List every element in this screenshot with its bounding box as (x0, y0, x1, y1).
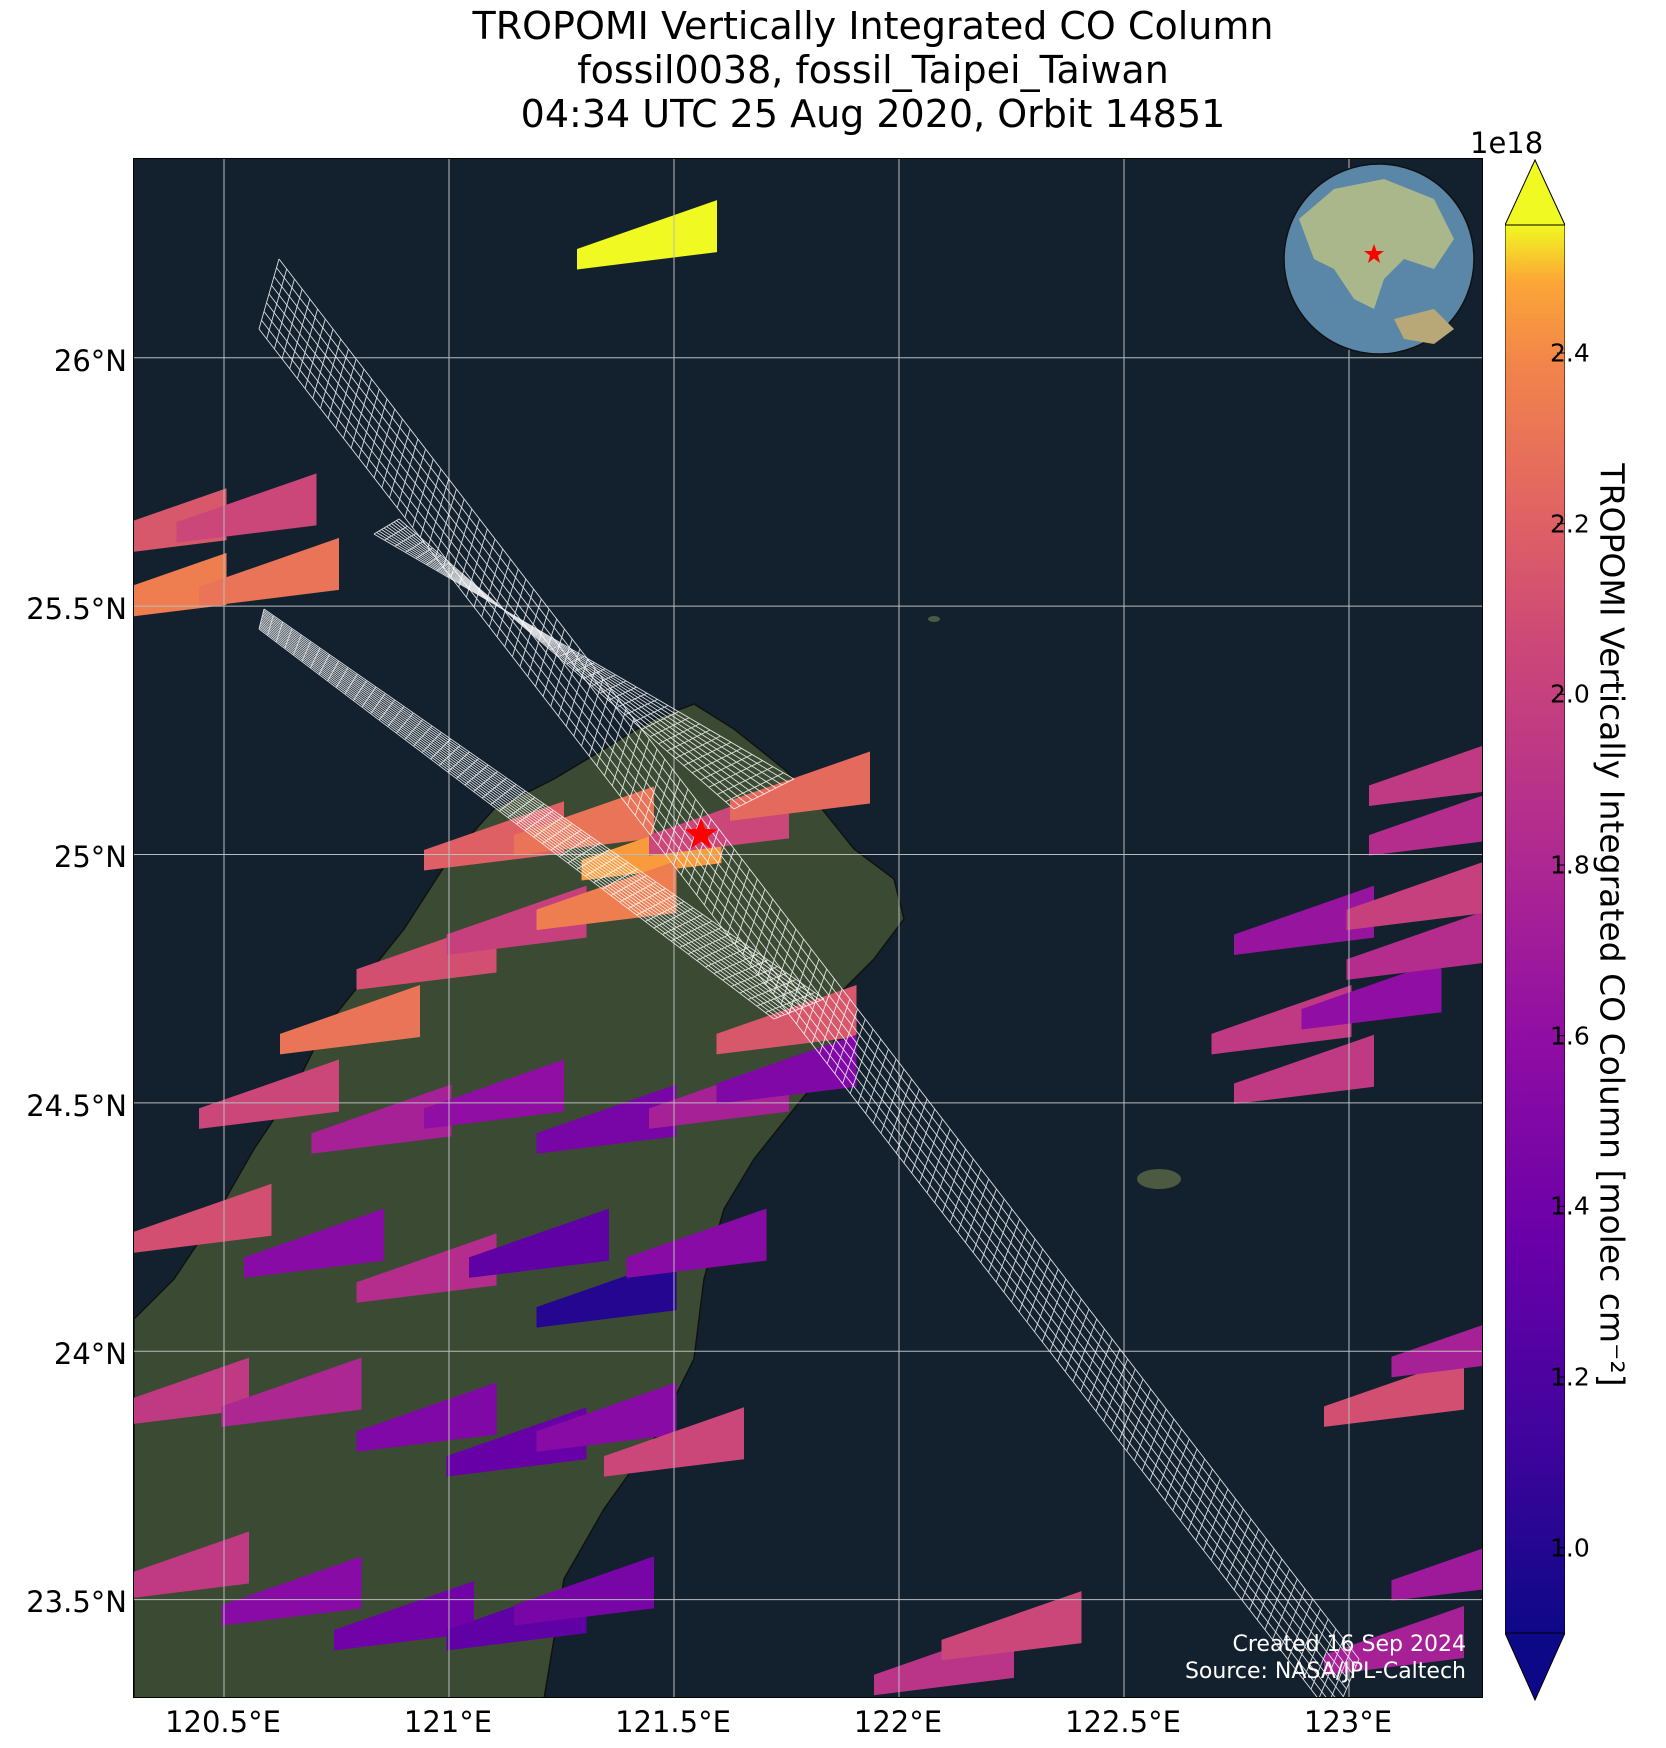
inset-globe (1283, 163, 1475, 355)
co-pixel-37 (514, 1556, 654, 1626)
lon-tick-121-5: 121.5°E (615, 1705, 731, 1739)
colorbar (1505, 158, 1565, 1702)
co-pixel-26 (626, 1208, 767, 1278)
colorbar-top-extension (1505, 158, 1565, 226)
satellite-footprint-grid (258, 258, 1360, 1697)
credit-text: Created 16 Sep 2024 Source: NASA/JPL-Cal… (1185, 1631, 1466, 1685)
lon-tick-122-5: 122.5°E (1065, 1705, 1181, 1739)
map-panel[interactable]: Created 16 Sep 2024 Source: NASA/JPL-Cal… (133, 158, 1483, 1698)
co-pixel-0 (577, 200, 717, 270)
co-pixel-27 (134, 1357, 249, 1424)
colorbar-tick-label: 1.0 (1550, 1533, 1590, 1563)
co-pixel-42 (1301, 960, 1442, 1030)
credit-created: Created 16 Sep 2024 (1232, 1632, 1467, 1657)
co-pixel-33 (134, 1531, 249, 1598)
footprint-swath-mid (373, 518, 795, 810)
co-pixel-41 (1211, 985, 1352, 1055)
lat-tick-24: 24°N (53, 1337, 127, 1371)
chart-title: TROPOMI Vertically Integrated CO Column … (130, 4, 1616, 136)
target-location-star-icon (684, 817, 718, 849)
co-pixel-15 (199, 1059, 339, 1129)
colorbar-bottom-extension (1505, 1632, 1565, 1702)
green-island (1137, 1169, 1181, 1189)
colorbar-gradient (1505, 224, 1565, 1634)
lat-tick-25-5: 25.5°N (26, 592, 127, 626)
co-pixel-21 (134, 1183, 272, 1253)
co-pixel-39 (941, 1591, 1082, 1661)
co-pixel-24 (469, 1208, 609, 1278)
co-pixel-2 (176, 473, 317, 543)
co-pixel-40 (1234, 885, 1374, 955)
co-pixel-13 (280, 985, 420, 1055)
gridlines (134, 159, 1482, 1697)
co-pixel-47 (1346, 862, 1482, 931)
co-pixel-51 (1391, 1548, 1482, 1601)
co-pixel-6 (514, 786, 654, 856)
title-line-1: TROPOMI Vertically Integrated CO Column (472, 4, 1274, 48)
co-pixel-31 (536, 1382, 677, 1452)
co-pixel-14 (716, 985, 857, 1055)
co-pixel-29 (356, 1382, 497, 1452)
co-pixel-23 (356, 1233, 497, 1303)
title-line-3: 04:34 UTC 25 Aug 2020, Orbit 14851 (520, 92, 1226, 136)
colorbar-tick-label: 1.4 (1550, 1191, 1590, 1221)
co-pixel-28 (221, 1357, 362, 1427)
co-pixel-20 (716, 1034, 857, 1105)
co-pixel-9 (730, 751, 870, 821)
colorbar-tick-label: 1.2 (1550, 1362, 1590, 1392)
title-line-2: fossil0038, fossil_Taipei_Taiwan (577, 48, 1169, 92)
globe-location-star-icon (1364, 244, 1384, 263)
colorbar-tick-label: 1.8 (1550, 850, 1590, 880)
co-pixel-35 (334, 1581, 474, 1651)
co-pixel-34 (221, 1556, 362, 1626)
lat-tick-26: 26°N (53, 344, 127, 378)
colorbar-tick-label: 1.6 (1550, 1021, 1590, 1051)
credit-source: Source: NASA/JPL-Caltech (1184, 1659, 1466, 1684)
lon-tick-122: 122°E (853, 1705, 943, 1739)
co-pixel-17 (424, 1059, 564, 1129)
lat-tick-25: 25°N (53, 840, 127, 874)
co-pixel-44 (1346, 912, 1482, 980)
lon-tick-120-5: 120.5°E (165, 1705, 281, 1739)
colorbar-label: TROPOMI Vertically Integrated CO Column … (1592, 463, 1632, 1387)
colorbar-tick-label: 2.0 (1550, 679, 1590, 709)
co-pixel-43 (1234, 1034, 1374, 1105)
colorbar-tick-label: 2.4 (1550, 338, 1590, 368)
co-pixel-22 (244, 1208, 384, 1278)
co-pixel-46 (1369, 746, 1482, 806)
co-pixel-30 (446, 1407, 587, 1477)
co-pixel-18 (536, 1084, 677, 1154)
co-pixel-50 (1324, 1605, 1464, 1676)
colorbar-tick-label: 2.2 (1550, 509, 1590, 539)
lat-tick-24-5: 24.5°N (26, 1089, 127, 1123)
co-pixel-48 (1324, 1357, 1464, 1427)
co-pixel-16 (311, 1084, 452, 1154)
map-canvas (134, 159, 1482, 1697)
taiwan-landmass (134, 703, 905, 1697)
lon-tick-123: 123°E (1303, 1705, 1393, 1739)
lat-tick-23-5: 23.5°N (26, 1585, 127, 1619)
footprint-swath-main (258, 258, 1360, 1697)
diaoyu-island (928, 616, 940, 622)
footprint-swath-west (258, 608, 825, 1020)
colorbar-exponent: 1e18 (1470, 126, 1544, 160)
co-pixel-4 (199, 537, 339, 608)
lon-tick-121: 121°E (403, 1705, 493, 1739)
co-pixel-45 (1369, 795, 1482, 856)
co-pixel-11 (446, 885, 587, 955)
